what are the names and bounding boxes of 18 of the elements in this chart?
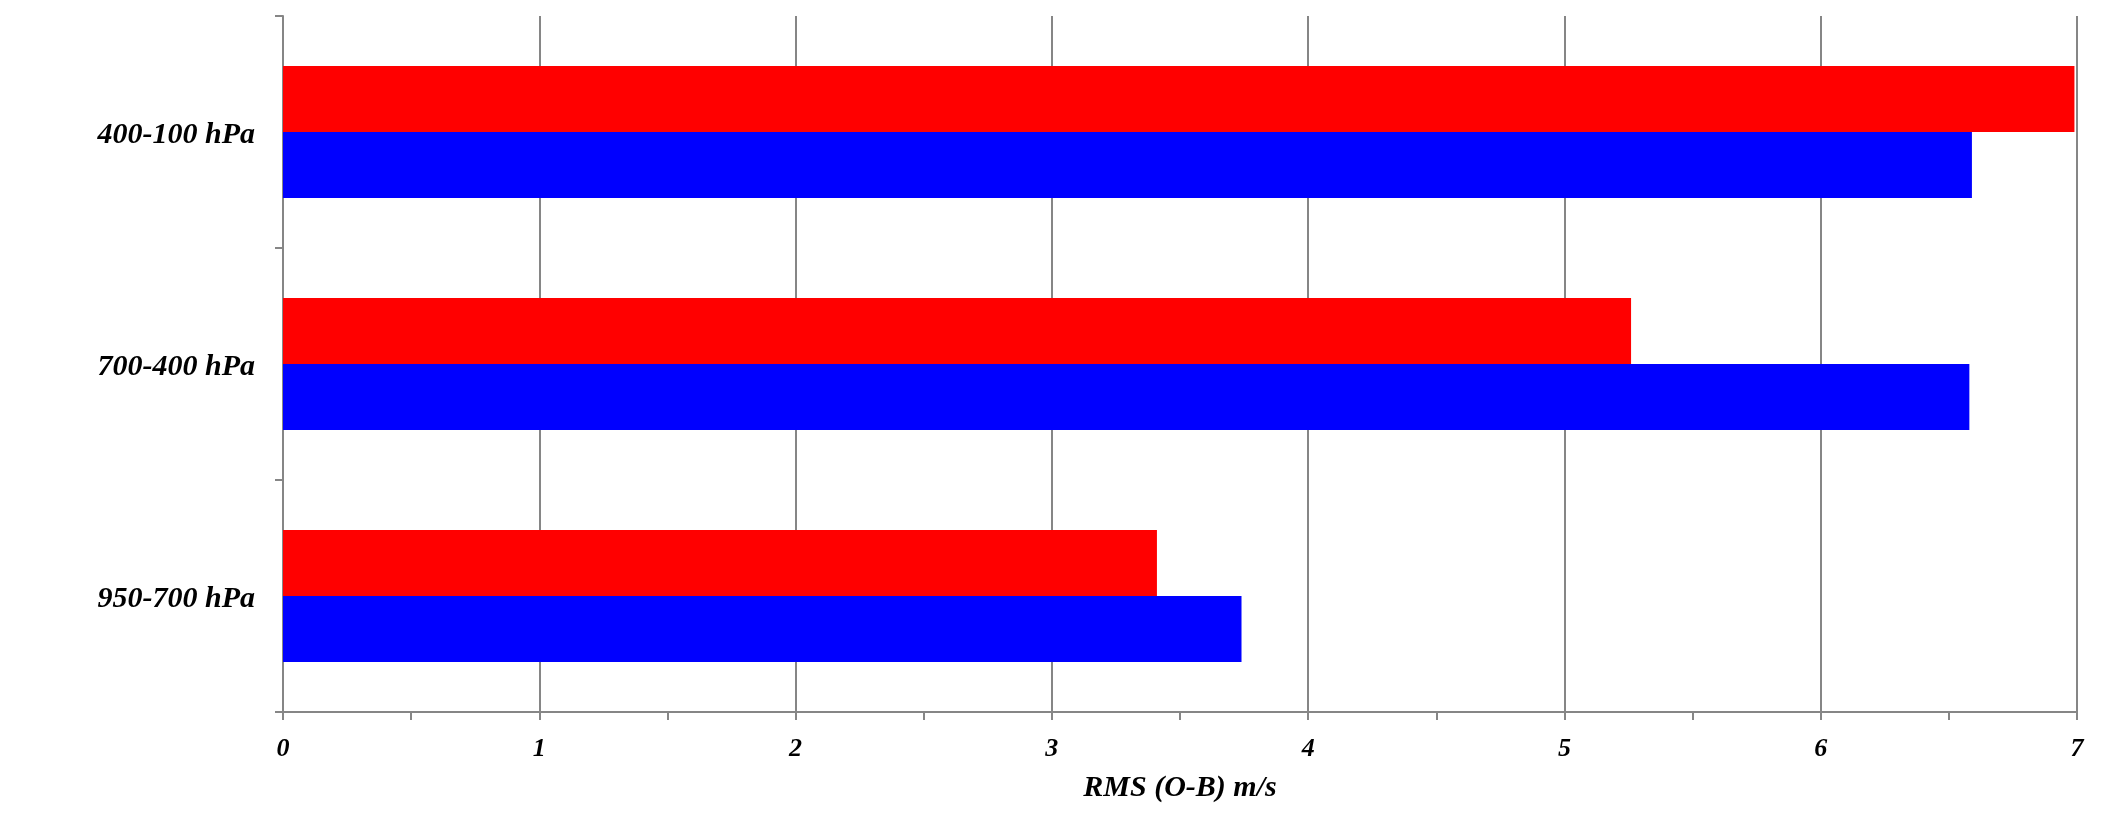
bar	[283, 297, 1632, 364]
x-tick-label: 0	[276, 732, 290, 762]
x-tick-label: 4	[1300, 732, 1315, 762]
x-tick-label: 7	[2070, 732, 2085, 762]
x-tick-label: 5	[1557, 732, 1571, 762]
bar	[283, 65, 2075, 132]
y-tick-label: 400-100 hPa	[96, 115, 255, 149]
y-tick-label: 950-700 hPa	[97, 579, 255, 613]
x-tick-label: 3	[1044, 732, 1059, 762]
y-tick-label: 700-400 hPa	[97, 347, 255, 381]
x-tick-label: 1	[532, 732, 546, 762]
bar	[283, 529, 1157, 596]
x-tick-label: 6	[1814, 732, 1828, 762]
bar	[283, 596, 1242, 663]
bar	[283, 364, 1970, 431]
x-tick-label: 2	[788, 732, 803, 762]
bar	[283, 132, 1972, 199]
x-axis-title: RMS (O-B) m/s	[1082, 768, 1277, 803]
